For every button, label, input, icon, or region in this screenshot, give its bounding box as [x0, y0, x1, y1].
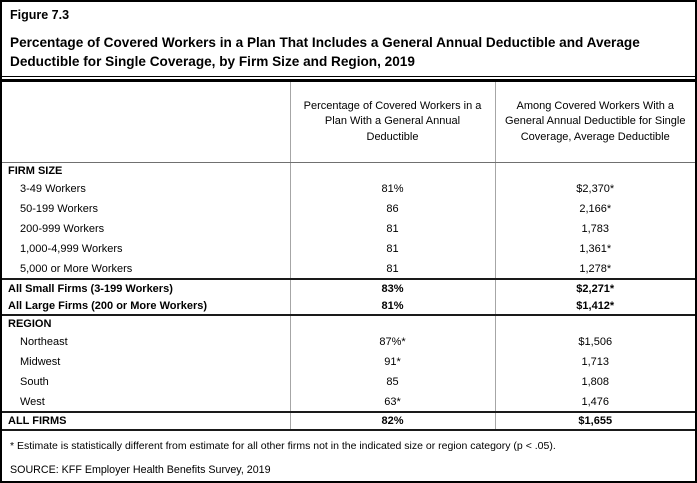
percentage-value-cell: 81% — [289, 297, 495, 315]
row-label-cell: West — [20, 395, 45, 408]
percentage-value-cell: 83% — [289, 278, 495, 297]
row-label-cell: Midwest — [20, 356, 61, 368]
percentage-value-cell: 81 — [289, 259, 495, 279]
row-label-cell: REGION — [2, 314, 290, 332]
title-separator-rule — [2, 79, 695, 82]
average-deductible-value-cell: $1,412* — [494, 297, 695, 315]
table-row: All Large Firms (200 or More Workers) 81%… — [2, 297, 695, 315]
header-percentage-cell: Percentage of Covered Workers in a Plan … — [289, 82, 495, 163]
percentage-value-cell: 91* — [289, 352, 495, 372]
table-row: All Small Firms (3-199 Workers) 83% $2,271… — [2, 278, 695, 297]
percentage-value-cell: 85 — [289, 372, 495, 392]
table-row: 200-999 Workers 81 1,783 — [2, 219, 695, 239]
table-body: FIRM SIZE 3-49 Workers 81% $2,370* 50-199 Wo… — [2, 162, 695, 430]
row-label-cell: All Large Firms (200 or More Workers) — [8, 299, 208, 312]
row-label-cell: 3-49 Workers — [20, 183, 86, 195]
table-row: 1,000-4,999 Workers 81 1,361* — [2, 239, 695, 259]
table-row: REGION — [2, 314, 695, 332]
header-average-deductible-cell: Among Covered Workers With a General Ann… — [494, 82, 695, 163]
average-deductible-value-cell: 1,783 — [494, 219, 695, 239]
table-row: 50-199 Workers 86 2,166* — [2, 199, 695, 219]
percentage-value-cell: 81 — [289, 239, 495, 259]
table-row: 3-49 Workers 81% $2,370* — [2, 179, 695, 199]
percentage-value-cell: 81% — [289, 179, 495, 199]
average-deductible-value-cell: $2,370* — [494, 179, 695, 199]
average-deductible-value-cell: $2,271* — [494, 278, 695, 297]
source-line: SOURCE: KFF Employer Health Benefits Sur… — [10, 464, 271, 476]
average-deductible-value-cell: 1,808 — [494, 372, 695, 392]
table-row: ALL FIRMS 82% $1,655 — [2, 411, 695, 430]
figure-label: Figure 7.3 — [10, 8, 70, 22]
table-row: Northeast 87%* $1,506 — [2, 332, 695, 352]
average-deductible-value-cell: 1,476 — [494, 392, 695, 412]
table-row: West 63* 1,476 — [2, 392, 695, 412]
percentage-value-cell: 86 — [289, 199, 495, 219]
row-label-cell: 50-199 Workers — [20, 203, 99, 215]
percentage-value-cell — [289, 314, 495, 332]
percentage-value-cell: 81 — [289, 219, 495, 239]
deductible-table: Percentage of Covered Workers in a Plan … — [2, 82, 695, 431]
table-row: Midwest 91* 1,713 — [2, 352, 695, 372]
row-label-cell: South — [20, 376, 49, 388]
header-category-cell — [2, 82, 290, 163]
row-label-cell: ALL FIRMS — [2, 411, 290, 430]
row-label-cell: 1,000-4,999 Workers — [20, 243, 123, 255]
row-label-cell: 200-999 Workers — [20, 223, 105, 235]
average-deductible-value-cell — [494, 314, 695, 332]
table-header: Percentage of Covered Workers in a Plan … — [2, 82, 695, 163]
figure-header: Figure 7.3 Percentage of Covered Workers… — [2, 2, 695, 77]
average-deductible-value-cell: $1,506 — [494, 332, 695, 352]
average-deductible-value-cell — [494, 162, 695, 179]
table-row: 5,000 or More Workers 81 1,278* — [2, 259, 695, 279]
row-label-cell: 5,000 or More Workers — [20, 262, 133, 275]
table-row: South 85 1,808 — [2, 372, 695, 392]
row-label-cell: All Small Firms (3-199 Workers) — [2, 278, 290, 297]
header-row: Percentage of Covered Workers in a Plan … — [2, 82, 695, 163]
average-deductible-value-cell: $1,655 — [494, 411, 695, 430]
percentage-value-cell: 82% — [289, 411, 495, 430]
row-label-cell: Northeast — [20, 336, 68, 348]
average-deductible-value-cell: 1,278* — [494, 259, 695, 279]
footnote: * Estimate is statistically different fr… — [10, 440, 556, 452]
figure-title: Percentage of Covered Workers in a Plan … — [10, 35, 640, 69]
percentage-value-cell — [289, 162, 495, 179]
percentage-value-cell: 87%* — [289, 332, 495, 352]
table-row: FIRM SIZE — [2, 162, 695, 179]
average-deductible-value-cell: 2,166* — [494, 199, 695, 219]
average-deductible-value-cell: 1,361* — [494, 239, 695, 259]
row-label-cell: FIRM SIZE — [8, 164, 63, 177]
average-deductible-value-cell: 1,713 — [494, 352, 695, 372]
percentage-value-cell: 63* — [289, 392, 495, 412]
